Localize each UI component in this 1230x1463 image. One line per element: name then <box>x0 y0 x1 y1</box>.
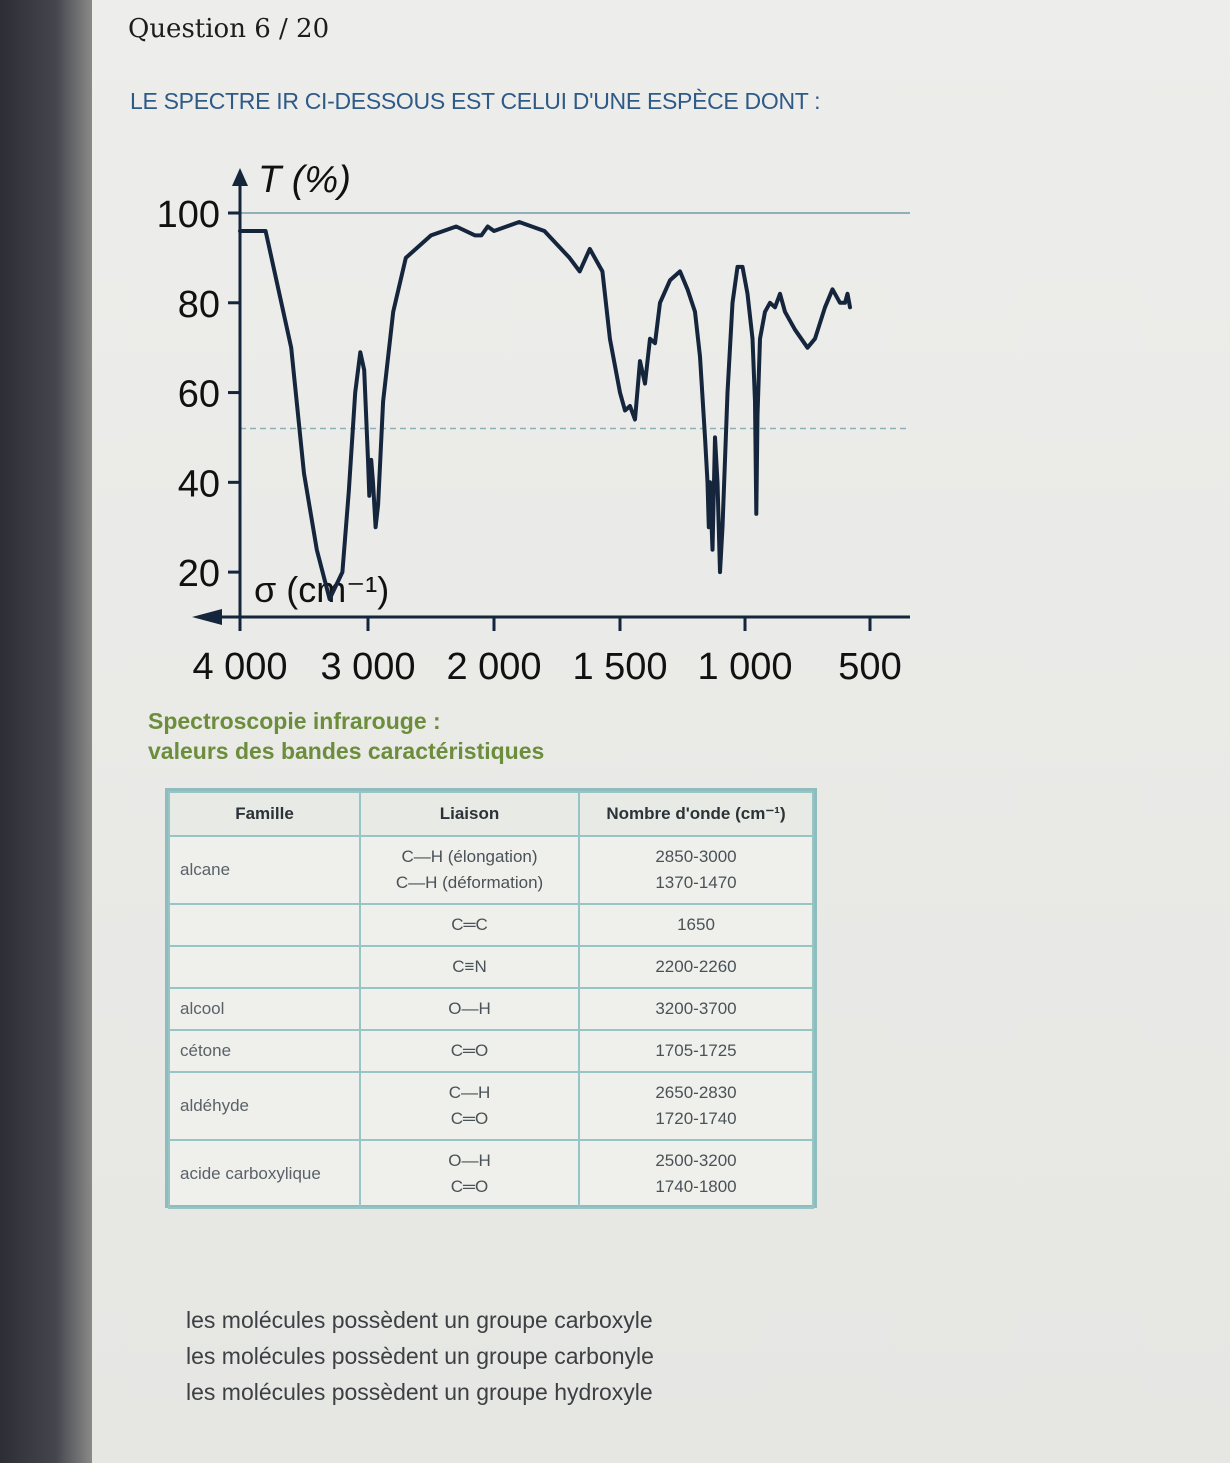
liaison-value: C═O <box>450 1177 489 1196</box>
table-title: Spectroscopie infrarouge : valeurs des b… <box>148 706 544 766</box>
table-header-row: Famille Liaison Nombre d'onde (cm⁻¹) <box>168 791 814 837</box>
nombre-value: 3200-3700 <box>655 999 737 1018</box>
liaison-value: C—H (élongation) <box>401 847 538 866</box>
answer-option-hydroxyle[interactable]: les molécules possèdent un groupe hydrox… <box>186 1379 653 1405</box>
cell-famille <box>168 903 361 947</box>
nombre-value: 2500-3200 <box>655 1151 737 1170</box>
table-title-line-1: Spectroscopie infrarouge : <box>148 708 441 734</box>
table-row: C═C 1650 <box>168 903 814 947</box>
table-row: alcool O—H 3200-3700 <box>168 987 814 1031</box>
cell-famille: aldéhyde <box>168 1071 361 1141</box>
liaison-value: C≡N <box>452 957 487 976</box>
nombre-value: 1705-1725 <box>655 1041 737 1060</box>
cell-liaison: C═O <box>359 1029 580 1073</box>
answer-option-carboxyle[interactable]: les molécules possèdent un groupe carbox… <box>186 1307 653 1333</box>
y-axis-title: T (%) <box>258 159 351 201</box>
liaison-value: C═C <box>451 915 488 934</box>
cell-liaison: C—H C═O <box>359 1071 580 1141</box>
liaison-value: O—H <box>448 1151 491 1170</box>
cell-liaison: O—H <box>359 987 580 1031</box>
answer-option-carbonyle[interactable]: les molécules possèdent un groupe carbon… <box>186 1343 654 1369</box>
table-row: aldéhyde C—H C═O 2650-2830 1720-1740 <box>168 1071 814 1141</box>
y-tick-label: 80 <box>178 284 220 326</box>
nombre-value: 1370-1470 <box>655 873 737 892</box>
x-tick-label: 4 000 <box>192 646 287 688</box>
cell-nombre: 2200-2260 <box>578 945 814 989</box>
cell-nombre: 3200-3700 <box>578 987 814 1031</box>
x-tick-label: 1 500 <box>572 646 667 688</box>
y-axis-arrow <box>232 168 248 186</box>
cell-liaison: C≡N <box>359 945 580 989</box>
cell-famille <box>168 945 361 989</box>
cell-famille: cétone <box>168 1029 361 1073</box>
cell-famille: alcool <box>168 987 361 1031</box>
x-tick-label: 1 000 <box>697 646 792 688</box>
x-tick-label: 500 <box>838 646 901 688</box>
question-prompt: LE SPECTRE IR CI-DESSOUS EST CELUI D'UNE… <box>130 88 821 114</box>
cell-nombre: 2850-3000 1370-1470 <box>578 835 814 905</box>
ir-spectrum-svg: 100 80 60 40 20 4 000 3 000 2 000 1 500 1 000 500 T… <box>157 159 910 688</box>
header-famille: Famille <box>168 791 361 837</box>
cell-nombre: 1705-1725 <box>578 1029 814 1073</box>
table-body: alcane C—H (élongation) C—H (déformation) 2… <box>168 835 814 1209</box>
x-tick-label: 3 000 <box>320 646 415 688</box>
y-tick-label: 40 <box>178 463 220 505</box>
bands-table: Famille Liaison Nombre d'onde (cm⁻¹) alc… <box>168 791 814 1209</box>
table-row: alcane C—H (élongation) C—H (déformation) 2… <box>168 835 814 905</box>
spectrum-series-line <box>238 220 852 601</box>
cell-famille: acide carboxylique <box>168 1139 361 1209</box>
cell-famille: alcane <box>168 835 361 905</box>
header-nombre-onde: Nombre d'onde (cm⁻¹) <box>578 791 814 837</box>
liaison-value: C—H (déformation) <box>395 873 544 892</box>
ir-bands-table: Famille Liaison Nombre d'onde (cm⁻¹) alc… <box>165 788 817 1209</box>
y-tick-label: 20 <box>178 553 220 595</box>
cell-nombre: 1650 <box>578 903 814 947</box>
header-liaison: Liaison <box>359 791 580 837</box>
nombre-value: 1650 <box>677 915 715 934</box>
x-tick-label: 2 000 <box>446 646 541 688</box>
cell-nombre: 2500-3200 1740-1800 <box>578 1139 814 1209</box>
ir-spectrum-chart: 100 80 60 40 20 4 000 3 000 2 000 1 500 1 000 500 T… <box>130 150 930 695</box>
table-title-line-2: valeurs des bandes caractéristiques <box>148 738 545 764</box>
cell-liaison: C—H (élongation) C—H (déformation) <box>359 835 580 905</box>
left-dark-sidebar <box>0 0 92 1463</box>
cell-liaison: O—H C═O <box>359 1139 580 1209</box>
table-row: cétone C═O 1705-1725 <box>168 1029 814 1073</box>
liaison-value: C—H <box>448 1083 491 1102</box>
nombre-value: 2650-2830 <box>655 1083 737 1102</box>
liaison-value: O—H <box>448 999 491 1018</box>
nombre-value: 2850-3000 <box>655 847 737 866</box>
nombre-value: 1720-1740 <box>655 1109 737 1128</box>
quiz-page <box>92 0 1230 1463</box>
liaison-value: C═O <box>450 1041 489 1060</box>
table-row: C≡N 2200-2260 <box>168 945 814 989</box>
y-tick-label: 100 <box>157 194 220 236</box>
liaison-value: C═O <box>450 1109 489 1128</box>
y-tick-label: 60 <box>178 374 220 416</box>
nombre-value: 1740-1800 <box>655 1177 737 1196</box>
x-axis-arrow <box>192 609 222 625</box>
table-row: acide carboxylique O—H C═O 2500-3200 1740-18… <box>168 1139 814 1209</box>
cell-liaison: C═C <box>359 903 580 947</box>
answer-options: les molécules possèdent un groupe carbox… <box>186 1302 654 1410</box>
cell-nombre: 2650-2830 1720-1740 <box>578 1071 814 1141</box>
nombre-value: 2200-2260 <box>655 957 737 976</box>
question-number: Question 6 / 20 <box>128 14 330 44</box>
